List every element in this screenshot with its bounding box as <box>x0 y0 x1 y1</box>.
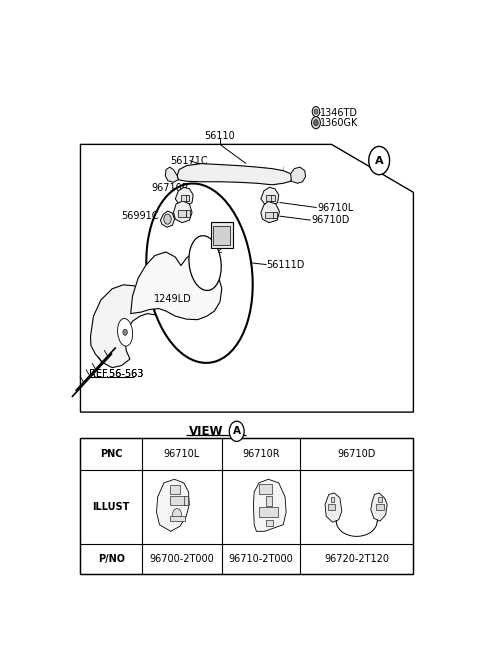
Text: VIEW: VIEW <box>189 425 224 438</box>
Polygon shape <box>290 167 305 183</box>
Text: 96710R: 96710R <box>242 449 280 459</box>
Bar <box>259 507 277 517</box>
Polygon shape <box>325 493 342 522</box>
Circle shape <box>172 508 181 521</box>
Text: 96710-2T000: 96710-2T000 <box>228 554 293 564</box>
Text: P/NO: P/NO <box>97 554 125 564</box>
Polygon shape <box>261 188 279 206</box>
Polygon shape <box>131 251 222 319</box>
Text: REF.56-563: REF.56-563 <box>89 369 144 379</box>
Circle shape <box>123 329 127 335</box>
Bar <box>178 210 186 216</box>
Polygon shape <box>91 283 192 367</box>
Circle shape <box>314 109 318 114</box>
Bar <box>271 195 275 201</box>
Bar <box>186 210 190 216</box>
Bar <box>378 497 382 502</box>
Bar <box>213 226 230 245</box>
Text: 96710L: 96710L <box>164 449 200 459</box>
Polygon shape <box>371 493 387 522</box>
Ellipse shape <box>118 319 132 346</box>
Text: 96710L: 96710L <box>317 203 354 213</box>
Polygon shape <box>261 201 279 222</box>
Text: ▲: ▲ <box>184 499 188 502</box>
Bar <box>186 195 190 201</box>
Text: 56171C: 56171C <box>170 155 207 165</box>
Bar <box>273 212 277 218</box>
Circle shape <box>369 146 390 174</box>
Text: 96710R: 96710R <box>151 183 189 193</box>
Bar <box>331 497 335 502</box>
Polygon shape <box>165 167 178 182</box>
Text: 56182: 56182 <box>192 245 223 255</box>
Text: ▲: ▲ <box>173 487 177 493</box>
Bar <box>266 195 273 201</box>
Circle shape <box>312 117 321 129</box>
Text: 1360GK: 1360GK <box>321 118 359 128</box>
Circle shape <box>164 214 171 224</box>
Bar <box>266 497 272 506</box>
Text: 96710D: 96710D <box>337 449 376 459</box>
Polygon shape <box>173 201 192 222</box>
Polygon shape <box>156 480 189 531</box>
Text: 1346TD: 1346TD <box>321 108 359 117</box>
Bar <box>181 195 188 201</box>
Bar <box>376 504 384 510</box>
Bar <box>170 485 180 495</box>
Polygon shape <box>253 480 286 531</box>
Circle shape <box>312 106 320 117</box>
Text: 56991C: 56991C <box>121 211 159 221</box>
Text: 1249LD: 1249LD <box>154 294 192 304</box>
Text: ▼: ▼ <box>184 502 188 506</box>
Circle shape <box>229 421 244 441</box>
Bar <box>328 504 335 510</box>
Text: A: A <box>375 155 384 165</box>
Bar <box>170 516 185 522</box>
Circle shape <box>314 119 318 126</box>
Polygon shape <box>177 163 292 185</box>
Text: A: A <box>233 426 240 436</box>
Bar <box>184 496 188 505</box>
Bar <box>259 484 272 495</box>
Text: 96710D: 96710D <box>312 215 350 225</box>
Bar <box>266 520 273 526</box>
Ellipse shape <box>189 236 221 291</box>
Text: 56111D: 56111D <box>266 260 305 270</box>
Polygon shape <box>175 188 193 206</box>
Text: 96720-2T120: 96720-2T120 <box>324 554 389 564</box>
Bar <box>170 496 185 505</box>
Polygon shape <box>160 211 175 227</box>
Bar <box>211 222 233 248</box>
Ellipse shape <box>146 184 252 363</box>
Text: 96700-2T000: 96700-2T000 <box>149 554 214 564</box>
Text: 56110: 56110 <box>204 131 235 141</box>
Text: PNC: PNC <box>100 449 122 459</box>
Bar <box>81 438 413 574</box>
Bar <box>265 212 274 218</box>
Text: ILLUST: ILLUST <box>93 502 130 512</box>
Text: REF.56-563: REF.56-563 <box>89 369 144 379</box>
